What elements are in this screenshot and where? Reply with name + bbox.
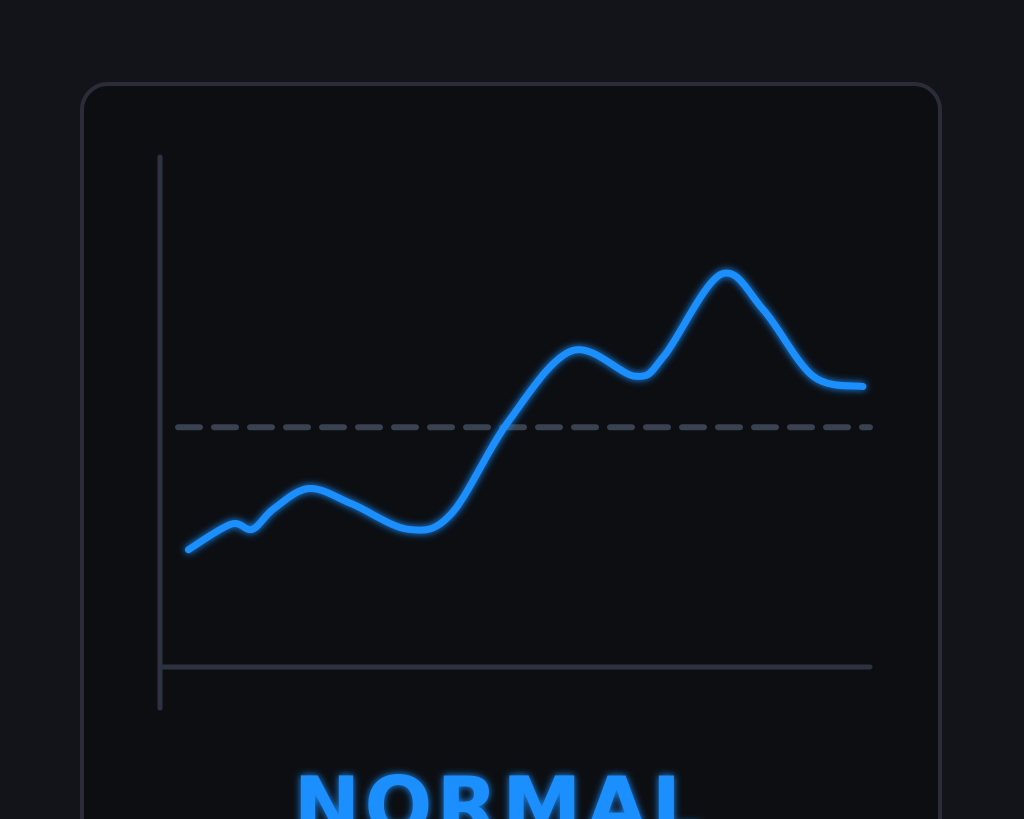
status-label: NORMAL [293, 760, 706, 819]
card [80, 82, 942, 819]
data-line [184, 269, 867, 554]
plot [175, 269, 873, 554]
